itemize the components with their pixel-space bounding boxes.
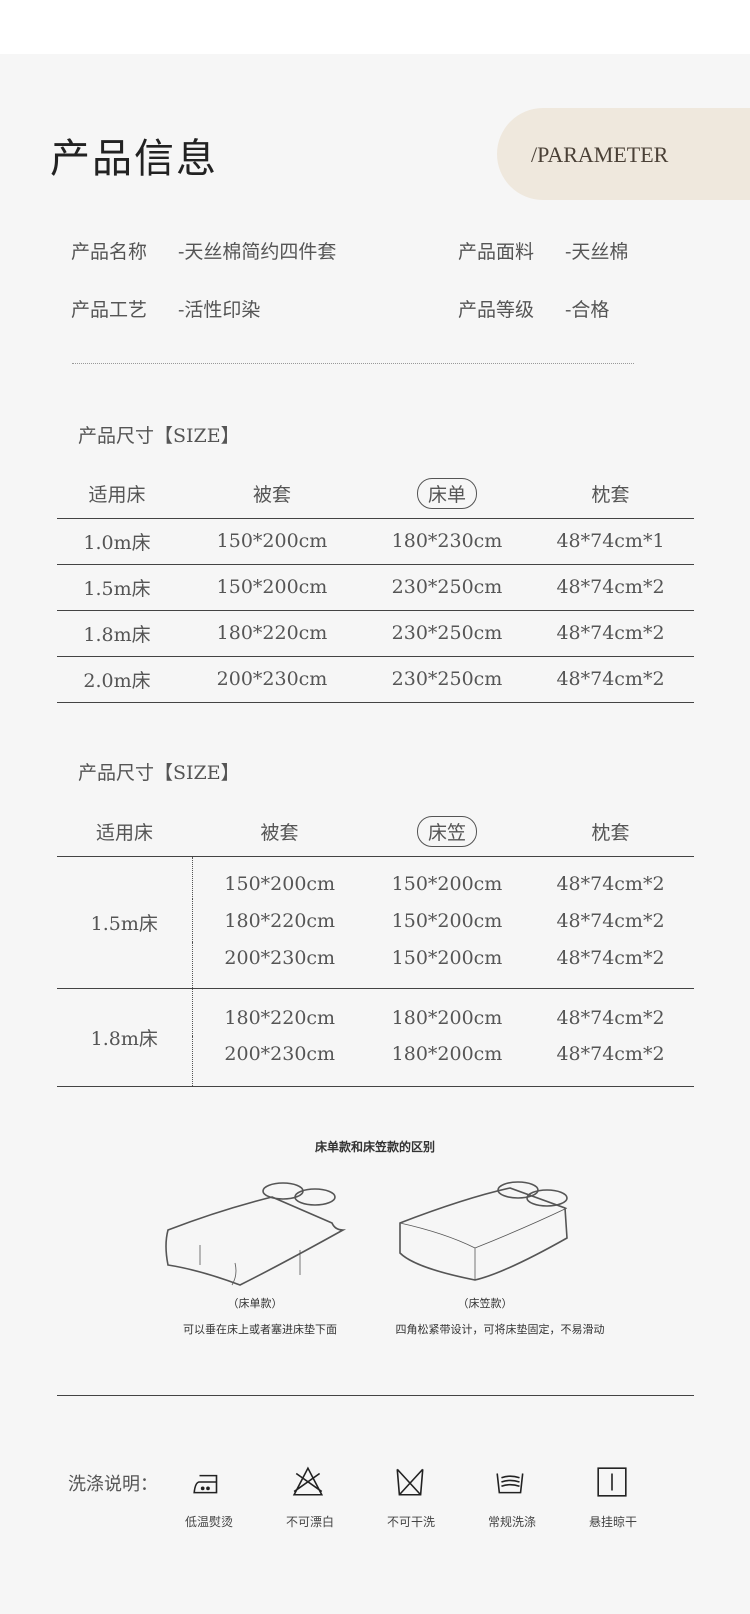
table-row: 200*230cm 180*200cm 48*74cm*2 xyxy=(57,1035,694,1087)
table-cell: 1.8m床 xyxy=(57,610,177,657)
table-row: 180*220cm 150*200cm 48*74cm*2 xyxy=(57,899,694,943)
no-dry-clean-icon xyxy=(393,1465,427,1503)
info-label: 产品工艺 xyxy=(71,299,148,321)
table-cell: 1.5m床 xyxy=(57,564,177,611)
header-cell: 枕套 xyxy=(527,470,694,519)
fitted-sheet-label: （床笠款） xyxy=(457,1297,513,1310)
fitted-sheet-desc: 四角松紧带设计，可将床垫固定，不易滑动 xyxy=(395,1323,605,1336)
table-cell: 48*74cm*2 xyxy=(527,610,694,657)
info-value: -活性印染 xyxy=(178,299,261,321)
badge-text: /PARAMETER xyxy=(531,142,669,167)
table-cell: 150*200cm xyxy=(367,942,527,989)
table-cell: 150*200cm xyxy=(177,564,367,611)
wash-instruction-label: 常规洗涤 xyxy=(487,1515,536,1529)
info-value: -天丝棉 xyxy=(565,241,629,263)
table-row: 1.0m床 150*200cm 180*230cm 48*74cm*1 xyxy=(57,518,694,565)
wash-instruction-label: 不可漂白 xyxy=(285,1515,334,1529)
divider xyxy=(57,1395,694,1396)
wash-instruction-label: 低温熨烫 xyxy=(184,1515,233,1529)
info-value: -天丝棉简约四件套 xyxy=(178,241,337,263)
no-bleach-icon xyxy=(292,1465,326,1503)
table-cell: 200*230cm xyxy=(191,1035,367,1087)
table-row: 1.8m床 180*220cm 180*200cm 48*74cm*2 xyxy=(57,988,694,1087)
table-cell: 230*250cm xyxy=(367,564,527,611)
table-cell: 180*220cm xyxy=(191,899,367,943)
page-title: 产品信息 xyxy=(50,136,218,182)
table-cell: 150*200cm xyxy=(191,856,367,900)
wash-label: 洗涤说明： xyxy=(68,1474,158,1495)
table-cell: 150*200cm xyxy=(391,909,503,932)
table-cell: 48*74cm*2 xyxy=(527,656,694,703)
info-value: -合格 xyxy=(565,299,610,321)
flat-sheet-illustration xyxy=(165,1182,347,1286)
table-row: 1.5m床 150*200cm 230*250cm 48*74cm*2 xyxy=(57,564,694,611)
bed-size-cell: 1.5m床 xyxy=(57,856,192,989)
table-cell: 230*250cm xyxy=(367,656,527,703)
table-row: 1.5m床 150*200cm 150*200cm 48*74cm*2 xyxy=(57,856,694,989)
table-row: 200*230cm 150*200cm 48*74cm*2 xyxy=(57,942,694,989)
flat-sheet-desc: 可以垂在床上或者塞进床垫下面 xyxy=(183,1323,337,1336)
normal-wash-icon xyxy=(494,1465,528,1503)
size-table-fitted: 适用床 被套 床笠 枕套 1.5m床 150*200cm 150*200cm 48*7… xyxy=(57,808,694,1087)
table-cell: 48*74cm*2 xyxy=(527,1035,694,1087)
table-cell: 180*230cm xyxy=(367,518,527,565)
table-cell: 180*200cm xyxy=(391,1007,503,1030)
table-cell: 48*74cm*2 xyxy=(527,564,694,611)
table-cell: 2.0m床 xyxy=(57,656,177,703)
size-table-sheet: 适用床 被套 床单 枕套 1.0m床 150*200cm 180*230cm 48*7… xyxy=(57,470,694,703)
divider xyxy=(72,363,634,364)
table-cell: 150*200cm xyxy=(177,518,367,565)
table-cell: 48*74cm*2 xyxy=(556,1007,665,1030)
header-cell: 被套 xyxy=(177,470,367,519)
table-row: 2.0m床 200*230cm 230*250cm 48*74cm*2 xyxy=(57,656,694,703)
table-cell: 48*74cm*1 xyxy=(527,518,694,565)
header-cell-highlight: 床笠 xyxy=(416,816,477,848)
table-cell: 180*220cm xyxy=(191,988,367,1036)
table-cell: 180*200cm xyxy=(367,1035,527,1087)
iron-low-icon xyxy=(191,1465,225,1503)
table-cell: 230*250cm xyxy=(367,610,527,657)
wash-instruction-label: 不可干洗 xyxy=(386,1515,435,1529)
section-title: 产品尺寸【SIZE】 xyxy=(78,425,240,447)
header-cell: 适用床 xyxy=(57,808,192,857)
info-label: 产品名称 xyxy=(71,241,148,263)
header-cell: 枕套 xyxy=(527,808,694,857)
table-cell: 180*220cm xyxy=(177,610,367,657)
fitted-sheet-illustration xyxy=(399,1181,568,1281)
parameter-badge: /PARAMETER xyxy=(497,108,750,200)
table-cell: 48*74cm*2 xyxy=(556,872,665,895)
table-cell: 48*74cm*2 xyxy=(556,909,665,932)
table-row: 1.8m床 180*220cm 230*250cm 48*74cm*2 xyxy=(57,610,694,657)
table-cell: 48*74cm*2 xyxy=(527,942,694,989)
table-cell: 200*230cm xyxy=(177,656,367,703)
table-cell: 1.0m床 xyxy=(57,518,177,565)
section-title: 产品尺寸【SIZE】 xyxy=(78,762,240,784)
hang-dry-icon xyxy=(595,1465,629,1503)
table-cell: 150*200cm xyxy=(391,872,503,895)
wash-instruction-label: 悬挂晾干 xyxy=(588,1515,637,1529)
header-cell: 被套 xyxy=(192,808,367,857)
info-label: 产品面料 xyxy=(458,241,535,263)
header-cell: 适用床 xyxy=(57,470,177,519)
bed-size-cell: 1.8m床 xyxy=(57,988,192,1087)
table-cell: 200*230cm xyxy=(191,942,367,989)
compare-title: 床单款和床笠款的区别 xyxy=(314,1140,435,1154)
header-cell-highlight: 床单 xyxy=(416,478,477,510)
flat-sheet-label: （床单款） xyxy=(227,1297,283,1310)
info-label: 产品等级 xyxy=(458,299,535,321)
